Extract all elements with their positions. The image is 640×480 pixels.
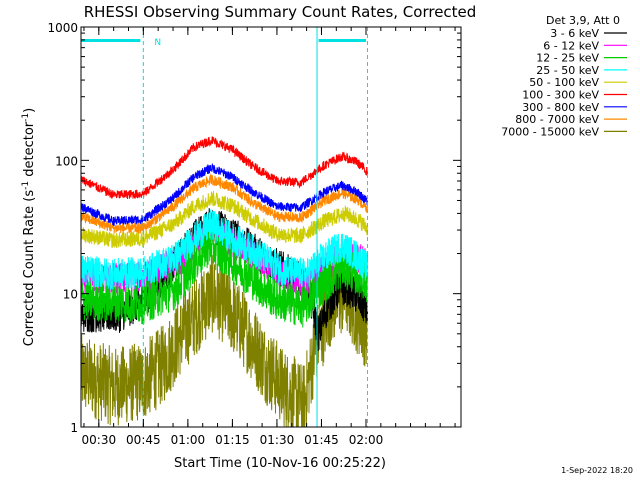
y-axis-ticks: 1 10 100 1000 xyxy=(47,21,461,435)
legend-label-3-6-kev: 3 - 6 keV xyxy=(550,27,599,40)
legend-label-6-12-kev: 6 - 12 keV xyxy=(543,39,599,52)
series-line-25-50-kev xyxy=(80,209,368,290)
series-line-12-25-kev xyxy=(80,226,368,328)
y-tick-label-10: 10 xyxy=(63,288,78,302)
legend-label-25-50-kev: 25 - 50 keV xyxy=(536,64,599,77)
y-axis-label-mid: detector xyxy=(22,121,37,181)
chart-title: RHESSI Observing Summary Count Rates, Co… xyxy=(84,3,477,21)
series-line-300-800-kev xyxy=(80,163,368,226)
y-axis-label-sup2: -1 xyxy=(21,113,31,122)
legend-title: Det 3,9, Att 0 xyxy=(546,14,620,27)
y-axis-label-main: Corrected Count Rate (s xyxy=(22,190,37,347)
legend-label-50-100-kev: 50 - 100 keV xyxy=(529,76,599,89)
footer-timestamp: 1-Sep-2022 18:20 xyxy=(561,466,633,475)
y-axis-label: Corrected Count Rate (s-1 detector-1) xyxy=(21,108,37,346)
legend-label-800-7000-kev: 800 - 7000 keV xyxy=(515,113,599,126)
plot-frame xyxy=(80,26,462,428)
y-axis-label-end: ) xyxy=(22,108,37,113)
x-tick-label: 00:30 xyxy=(82,433,117,447)
legend-label-7000-15000-kev: 7000 - 15000 keV xyxy=(501,125,599,138)
plot-area: N xyxy=(80,27,368,428)
series-line-50-100-kev xyxy=(80,190,368,248)
y-tick-label-100: 100 xyxy=(55,154,78,168)
y-tick-label-1000: 1000 xyxy=(47,21,78,35)
series-line-100-300-kev xyxy=(80,136,368,200)
series-line-800-7000-kev xyxy=(80,173,368,234)
legend-label-12-25-kev: 12 - 25 keV xyxy=(536,52,599,65)
x-axis-ticks: 00:30 00:45 01:00 01:15 01:30 01:45 02:00 xyxy=(82,27,456,447)
status-bar-0 xyxy=(81,39,141,42)
x-axis-label: Start Time (10-Nov-16 00:25:22) xyxy=(174,456,386,471)
x-tick-label: 01:00 xyxy=(171,433,206,447)
legend-label-300-800-kev: 300 - 800 keV xyxy=(522,101,599,114)
status-bar-label-0: N xyxy=(154,38,161,48)
y-axis-label-sup1: -1 xyxy=(21,181,31,190)
x-tick-label: 02:00 xyxy=(349,433,384,447)
x-tick-label: 01:45 xyxy=(304,433,339,447)
status-bar-1 xyxy=(318,39,366,42)
y-tick-label-1: 1 xyxy=(70,421,78,435)
x-tick-label: 01:30 xyxy=(260,433,295,447)
x-tick-label: 01:15 xyxy=(215,433,250,447)
x-tick-label: 00:45 xyxy=(126,433,161,447)
legend-label-100-300-kev: 100 - 300 keV xyxy=(522,89,599,102)
